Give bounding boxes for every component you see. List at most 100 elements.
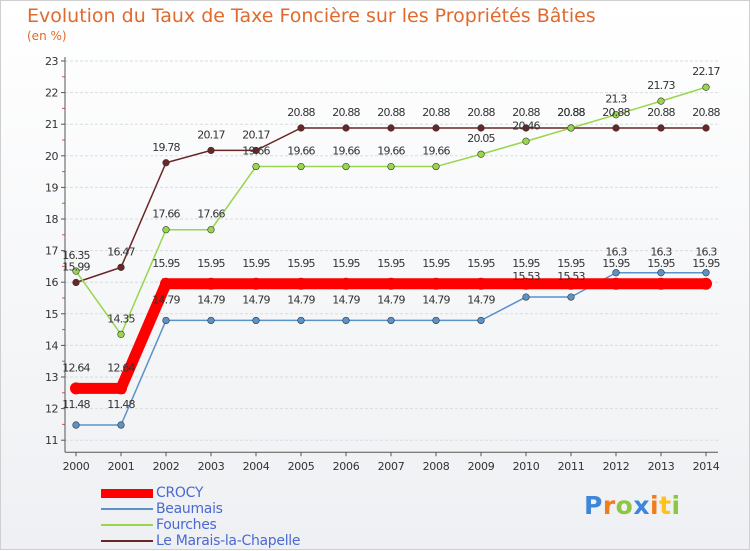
- x-tick-label: 2013: [648, 460, 675, 473]
- data-point: [477, 316, 485, 325]
- data-point: [612, 269, 620, 277]
- data-point: [205, 277, 217, 290]
- data-point: [72, 278, 80, 287]
- data-point: [252, 316, 260, 325]
- data-point: [385, 277, 397, 290]
- data-point: [702, 124, 710, 132]
- data-label: 15.95: [377, 257, 405, 270]
- data-label: 16.3: [605, 246, 627, 259]
- legend-label-fourches: Fourches: [156, 517, 217, 533]
- legend-swatch-crocy: [101, 488, 153, 498]
- data-point: [72, 267, 80, 275]
- data-label: 20.88: [692, 106, 720, 119]
- data-point: [72, 421, 80, 429]
- x-tick-label: 2010: [513, 460, 540, 473]
- x-tick-label: 2004: [243, 460, 270, 473]
- data-label: 19.66: [332, 145, 360, 158]
- x-tick-label: 2000: [63, 460, 90, 473]
- y-tick-label: 23: [45, 55, 58, 68]
- data-point: [207, 316, 215, 325]
- data-point: [70, 382, 82, 395]
- data-point: [162, 316, 170, 325]
- data-label: 19.66: [422, 145, 450, 158]
- data-label: 14.79: [467, 293, 495, 306]
- data-label: 22.17: [692, 65, 720, 78]
- data-point: [702, 83, 710, 91]
- data-point: [387, 316, 395, 325]
- y-tick-label: 11: [45, 434, 58, 447]
- chart-title: Evolution du Taux de Taxe Foncière sur l…: [27, 5, 596, 27]
- y-tick-label: 20: [45, 150, 58, 163]
- data-label: 16.47: [107, 245, 135, 258]
- data-label: 20.88: [377, 106, 405, 119]
- data-label: 15.95: [512, 257, 540, 270]
- data-point: [567, 124, 575, 132]
- data-point: [700, 277, 712, 290]
- data-point: [342, 316, 350, 325]
- data-label: 17.66: [197, 208, 225, 221]
- legend-swatch-beaumais: [101, 508, 153, 510]
- data-point: [612, 124, 620, 132]
- data-point: [657, 97, 665, 105]
- data-label: 14.79: [287, 293, 315, 306]
- data-point: [702, 269, 710, 277]
- data-point: [475, 277, 487, 290]
- x-tick-label: 2014: [693, 460, 720, 473]
- data-label: 15.95: [152, 257, 180, 270]
- data-point: [117, 263, 125, 271]
- data-label: 14.79: [152, 293, 180, 306]
- data-label: 15.95: [422, 257, 450, 270]
- data-label: 14.79: [377, 293, 405, 306]
- data-label: 20.88: [512, 106, 540, 119]
- data-point: [477, 124, 485, 132]
- data-point: [522, 293, 530, 301]
- x-tick-label: 2007: [378, 460, 405, 473]
- y-tick-label: 19: [45, 181, 58, 194]
- y-tick-label: 18: [45, 213, 58, 226]
- data-point: [565, 277, 577, 290]
- data-point: [117, 330, 125, 338]
- logo-letter: x: [633, 491, 650, 520]
- y-tick-label: 15: [45, 308, 58, 321]
- data-label: 12.64: [107, 361, 135, 374]
- data-point: [162, 226, 170, 234]
- data-label: 20.88: [467, 106, 495, 119]
- data-label: 20.88: [602, 106, 630, 119]
- x-tick-label: 2008: [423, 460, 450, 473]
- data-label: 15.95: [602, 257, 630, 270]
- data-label: 19.66: [287, 145, 315, 158]
- logo-letter: r: [602, 491, 616, 520]
- data-point: [162, 159, 170, 167]
- data-label: 21.3: [605, 93, 627, 106]
- data-point: [160, 277, 172, 290]
- legend: CROCY Beaumais Fourches Le Marais-la-Cha…: [101, 485, 300, 549]
- y-tick-label: 14: [45, 339, 58, 352]
- legend-label-crocy: CROCY: [156, 485, 204, 501]
- data-label: 19.66: [242, 145, 270, 158]
- data-point: [522, 137, 530, 145]
- data-label: 16.3: [650, 246, 672, 259]
- logo-letter: t: [659, 491, 672, 520]
- data-point: [477, 150, 485, 158]
- data-point: [295, 277, 307, 290]
- legend-swatch-fourches: [101, 524, 153, 526]
- x-tick-label: 2009: [468, 460, 495, 473]
- data-label: 15.99: [62, 261, 90, 274]
- data-point: [432, 162, 440, 171]
- data-point: [297, 316, 305, 325]
- data-label: 20.88: [287, 106, 315, 119]
- data-point: [432, 316, 440, 325]
- logo-letter: i: [650, 491, 660, 520]
- data-label: 20.88: [647, 106, 675, 119]
- data-label: 14.79: [242, 293, 270, 306]
- data-label: 20.88: [422, 106, 450, 119]
- data-point: [342, 124, 350, 132]
- data-point: [250, 277, 262, 290]
- data-point: [297, 124, 305, 132]
- logo-letter: P: [584, 491, 603, 520]
- data-point: [657, 124, 665, 132]
- data-label: 15.95: [332, 257, 360, 270]
- data-label: 15.95: [197, 257, 225, 270]
